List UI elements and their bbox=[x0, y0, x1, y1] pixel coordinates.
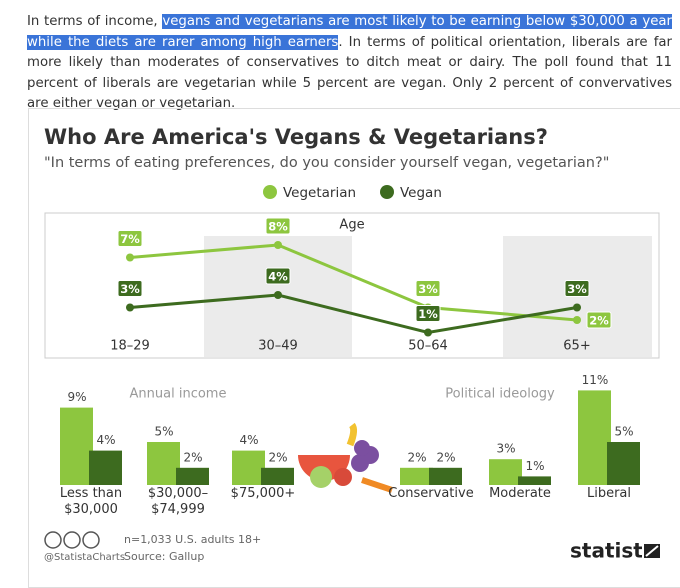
label-box bbox=[586, 311, 612, 329]
bar bbox=[147, 442, 180, 485]
point bbox=[126, 253, 134, 262]
brand-logo bbox=[642, 542, 662, 560]
age-panel bbox=[44, 212, 660, 359]
bar bbox=[400, 467, 433, 485]
x-tick-label: 50–64 bbox=[408, 339, 448, 354]
legend-label: Vegan bbox=[400, 185, 442, 201]
text: . In terms of political orientation, lib… bbox=[27, 34, 672, 112]
x-tick-label: $30,000–$74,999 bbox=[147, 486, 209, 517]
data-label: 11% bbox=[582, 373, 609, 387]
bar bbox=[176, 467, 209, 485]
label-box bbox=[265, 217, 291, 235]
panel-title: Age bbox=[339, 218, 364, 233]
brand: statista bbox=[570, 539, 656, 563]
x-tick-label: 18–29 bbox=[110, 339, 150, 354]
label-box bbox=[117, 280, 143, 297]
legend-label: Vegetarian bbox=[283, 185, 356, 201]
credit: @StatistaCharts bbox=[44, 552, 125, 563]
bar bbox=[518, 476, 551, 485]
data-label: 1% bbox=[418, 307, 438, 321]
x-tick-label: $75,000+ bbox=[230, 486, 296, 501]
x-tick-label: Conservative bbox=[388, 486, 474, 501]
label-box bbox=[265, 267, 291, 285]
article-paragraph: In terms of income, vegans and vegetaria… bbox=[27, 12, 672, 115]
x-tick-label: Moderate bbox=[489, 486, 551, 501]
cc-icons bbox=[44, 531, 100, 549]
data-label: 9% bbox=[67, 390, 86, 404]
food-illustration bbox=[298, 422, 393, 493]
panel-title: Political ideology bbox=[445, 387, 555, 402]
panel-title: Annual income bbox=[130, 387, 227, 402]
x-tick-label: 30–49 bbox=[258, 339, 298, 354]
point bbox=[424, 328, 432, 337]
data-label: 3% bbox=[120, 282, 140, 296]
data-label: 5% bbox=[614, 425, 633, 439]
label-box bbox=[415, 305, 441, 322]
bar bbox=[489, 459, 522, 485]
line bbox=[129, 243, 578, 322]
data-label: 7% bbox=[120, 232, 140, 246]
bar bbox=[60, 407, 93, 485]
data-label: 2% bbox=[436, 450, 455, 464]
bar bbox=[261, 467, 294, 485]
data-label: 8% bbox=[268, 220, 288, 234]
data-label: 3% bbox=[567, 282, 587, 296]
source: Source: Gallup bbox=[124, 550, 204, 563]
label-box bbox=[117, 230, 143, 247]
data-label: 3% bbox=[496, 442, 515, 456]
bar bbox=[429, 467, 462, 485]
data-label: 4% bbox=[268, 270, 288, 284]
legend-marker bbox=[263, 185, 277, 199]
data-label: 5% bbox=[154, 425, 173, 439]
point bbox=[274, 291, 282, 299]
bar bbox=[578, 390, 611, 485]
bar bbox=[89, 450, 122, 485]
data-label: 4% bbox=[239, 433, 258, 447]
data-label: 2% bbox=[589, 314, 609, 328]
line bbox=[129, 293, 578, 335]
label-box bbox=[415, 280, 441, 297]
data-label: 4% bbox=[96, 433, 115, 447]
x-tick-label: Liberal bbox=[586, 486, 632, 501]
data-label: 1% bbox=[525, 459, 544, 473]
subtitle: "In terms of eating preferences, do you … bbox=[44, 155, 609, 171]
point bbox=[126, 303, 134, 312]
data-label: 3% bbox=[418, 282, 438, 296]
x-tick-label: Less than $30,000 bbox=[59, 486, 123, 517]
label-box bbox=[564, 280, 590, 297]
chart-title: Who Are America's Vegans & Vegetarians? bbox=[44, 125, 548, 149]
x-tick-label: 65+ bbox=[563, 339, 590, 354]
bar bbox=[607, 442, 640, 485]
data-label: 2% bbox=[183, 450, 202, 464]
text: In terms of income, bbox=[27, 14, 163, 29]
legend-marker bbox=[380, 185, 394, 199]
note: n=1,033 U.S. adults 18+ bbox=[124, 533, 261, 546]
point bbox=[274, 241, 282, 249]
point bbox=[573, 303, 581, 312]
bar bbox=[232, 450, 265, 485]
data-label: 2% bbox=[407, 450, 426, 464]
point bbox=[573, 316, 581, 324]
data-label: 2% bbox=[268, 450, 287, 464]
